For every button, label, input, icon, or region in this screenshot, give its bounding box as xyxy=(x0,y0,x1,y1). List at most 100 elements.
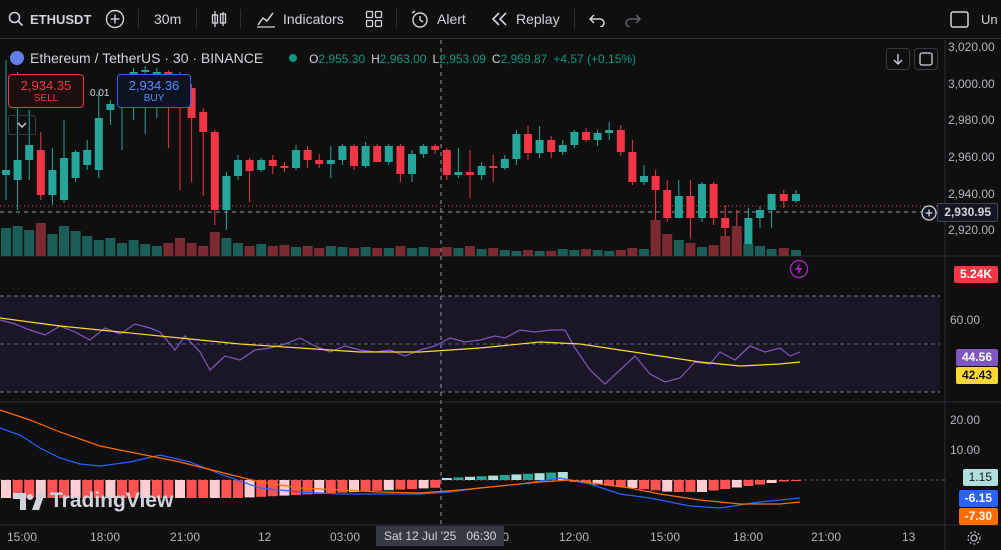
macd-histogram-bar xyxy=(175,480,185,498)
candle xyxy=(616,130,625,152)
volume-bar xyxy=(70,231,81,256)
price-tick: 3,020.00 xyxy=(948,40,995,54)
maximize-pane-button[interactable] xyxy=(914,48,938,70)
volume-bar xyxy=(673,240,684,256)
candle xyxy=(686,196,695,218)
macd-signal-tag: -7.30 xyxy=(958,508,998,525)
macd-histogram-bar xyxy=(465,476,475,480)
toolbar-divider xyxy=(574,9,575,29)
candle xyxy=(477,166,486,175)
candle xyxy=(373,146,382,162)
spread-value: 0.01 xyxy=(90,88,110,99)
axis-settings-button[interactable] xyxy=(966,530,982,549)
macd-histogram-bar xyxy=(720,480,731,489)
add-alert-button[interactable] xyxy=(920,204,938,222)
candle xyxy=(779,194,788,201)
candle xyxy=(280,166,289,168)
sell-button[interactable]: 2,934.35 SELL xyxy=(8,74,84,108)
macd-histogram-bar xyxy=(639,480,649,490)
symbol-search-button[interactable]: ETHUSDT xyxy=(8,0,91,38)
time-tick: 03:00 xyxy=(330,530,361,544)
scroll-down-button[interactable] xyxy=(886,48,910,70)
candle xyxy=(315,160,324,164)
candle xyxy=(303,150,312,160)
replay-button[interactable]: Replay xyxy=(490,0,560,38)
candle xyxy=(141,70,150,72)
candle xyxy=(25,145,34,160)
volume-bar xyxy=(499,250,510,256)
volume-bar xyxy=(430,248,441,256)
candle xyxy=(60,158,68,200)
macd-histogram-bar xyxy=(407,480,417,489)
unnamed-layout-button[interactable]: Un xyxy=(981,0,998,38)
macd-histogram-bar xyxy=(453,477,464,480)
signal-line xyxy=(0,409,801,505)
alert-button[interactable]: Alert xyxy=(410,0,466,38)
volume-bar xyxy=(453,248,464,256)
candle xyxy=(187,88,196,118)
macd-hist-tag: 1.15 xyxy=(962,469,998,486)
macd-histogram-bar xyxy=(766,480,777,483)
candle xyxy=(268,160,277,166)
candle xyxy=(593,133,602,140)
undo-button[interactable] xyxy=(588,0,606,38)
volume-bar xyxy=(117,243,127,256)
layout-templates-button[interactable] xyxy=(365,0,383,38)
macd-histogram-bar xyxy=(441,478,452,480)
time-tick: 12:00 xyxy=(559,530,590,544)
compare-symbol-button[interactable] xyxy=(105,0,125,38)
macd-histogram-bar xyxy=(47,480,58,498)
lightning-button[interactable] xyxy=(789,259,809,279)
volume-bar xyxy=(198,246,209,256)
candle xyxy=(628,152,637,182)
legend-title[interactable]: Ethereum / TetherUS · 30 · BINANCE xyxy=(30,50,264,66)
macd-histogram-bar xyxy=(778,480,789,482)
candle xyxy=(83,150,92,165)
price-tick: 2,960.00 xyxy=(948,150,995,164)
buy-button[interactable]: 2,934.36 BUY xyxy=(117,74,191,108)
candle xyxy=(361,146,370,166)
redo-icon xyxy=(625,14,642,27)
rsi-ma-tag: 42.43 xyxy=(955,367,998,384)
buy-label: BUY xyxy=(143,93,165,104)
macd-histogram-bar xyxy=(360,480,371,492)
volume-bar xyxy=(569,250,580,256)
toolbar-divider xyxy=(396,9,397,29)
candle xyxy=(396,146,405,174)
candle xyxy=(512,134,521,159)
symbol-label: ETHUSDT xyxy=(30,11,92,27)
candle xyxy=(384,146,393,162)
volume-bar xyxy=(534,251,545,256)
macd-histogram-bar xyxy=(511,474,522,480)
macd-histogram-bar xyxy=(372,480,383,491)
time-tick: 13 xyxy=(902,530,916,544)
chevron-down-icon xyxy=(17,122,27,128)
macd-histogram-bar xyxy=(209,480,220,498)
legend-h-value: 2,963.00 xyxy=(379,52,427,66)
collapse-trade-button[interactable] xyxy=(8,115,36,135)
top-toolbar: ETHUSDT 30m Indicators Alert Replay xyxy=(0,0,1001,39)
volume-bar xyxy=(1,228,11,256)
macd-histogram-bar xyxy=(395,480,406,490)
interval-button[interactable]: 30m xyxy=(154,0,181,38)
volume-bar xyxy=(325,246,336,256)
redo-button[interactable] xyxy=(624,0,642,38)
macd-histogram-bar xyxy=(523,473,533,480)
chart-type-button[interactable] xyxy=(210,0,228,38)
volume-bar xyxy=(650,220,661,256)
volume-bar xyxy=(685,243,696,256)
volume-bar xyxy=(791,250,801,256)
indicators-button[interactable]: Indicators xyxy=(256,0,344,38)
macd-histogram-bar xyxy=(592,480,603,485)
candle xyxy=(674,196,683,218)
macd-histogram-bar xyxy=(24,480,35,498)
fullscreen-button[interactable] xyxy=(949,0,971,38)
volume-bar xyxy=(418,247,429,256)
current-price-tag: 2,930.95 xyxy=(937,203,998,222)
volume-bar xyxy=(244,246,255,256)
volume-bar xyxy=(604,251,615,256)
tradingview-watermark[interactable]: TradingView xyxy=(12,489,173,513)
macd-histogram-bar xyxy=(140,480,151,498)
macd-histogram-bar xyxy=(163,480,174,498)
